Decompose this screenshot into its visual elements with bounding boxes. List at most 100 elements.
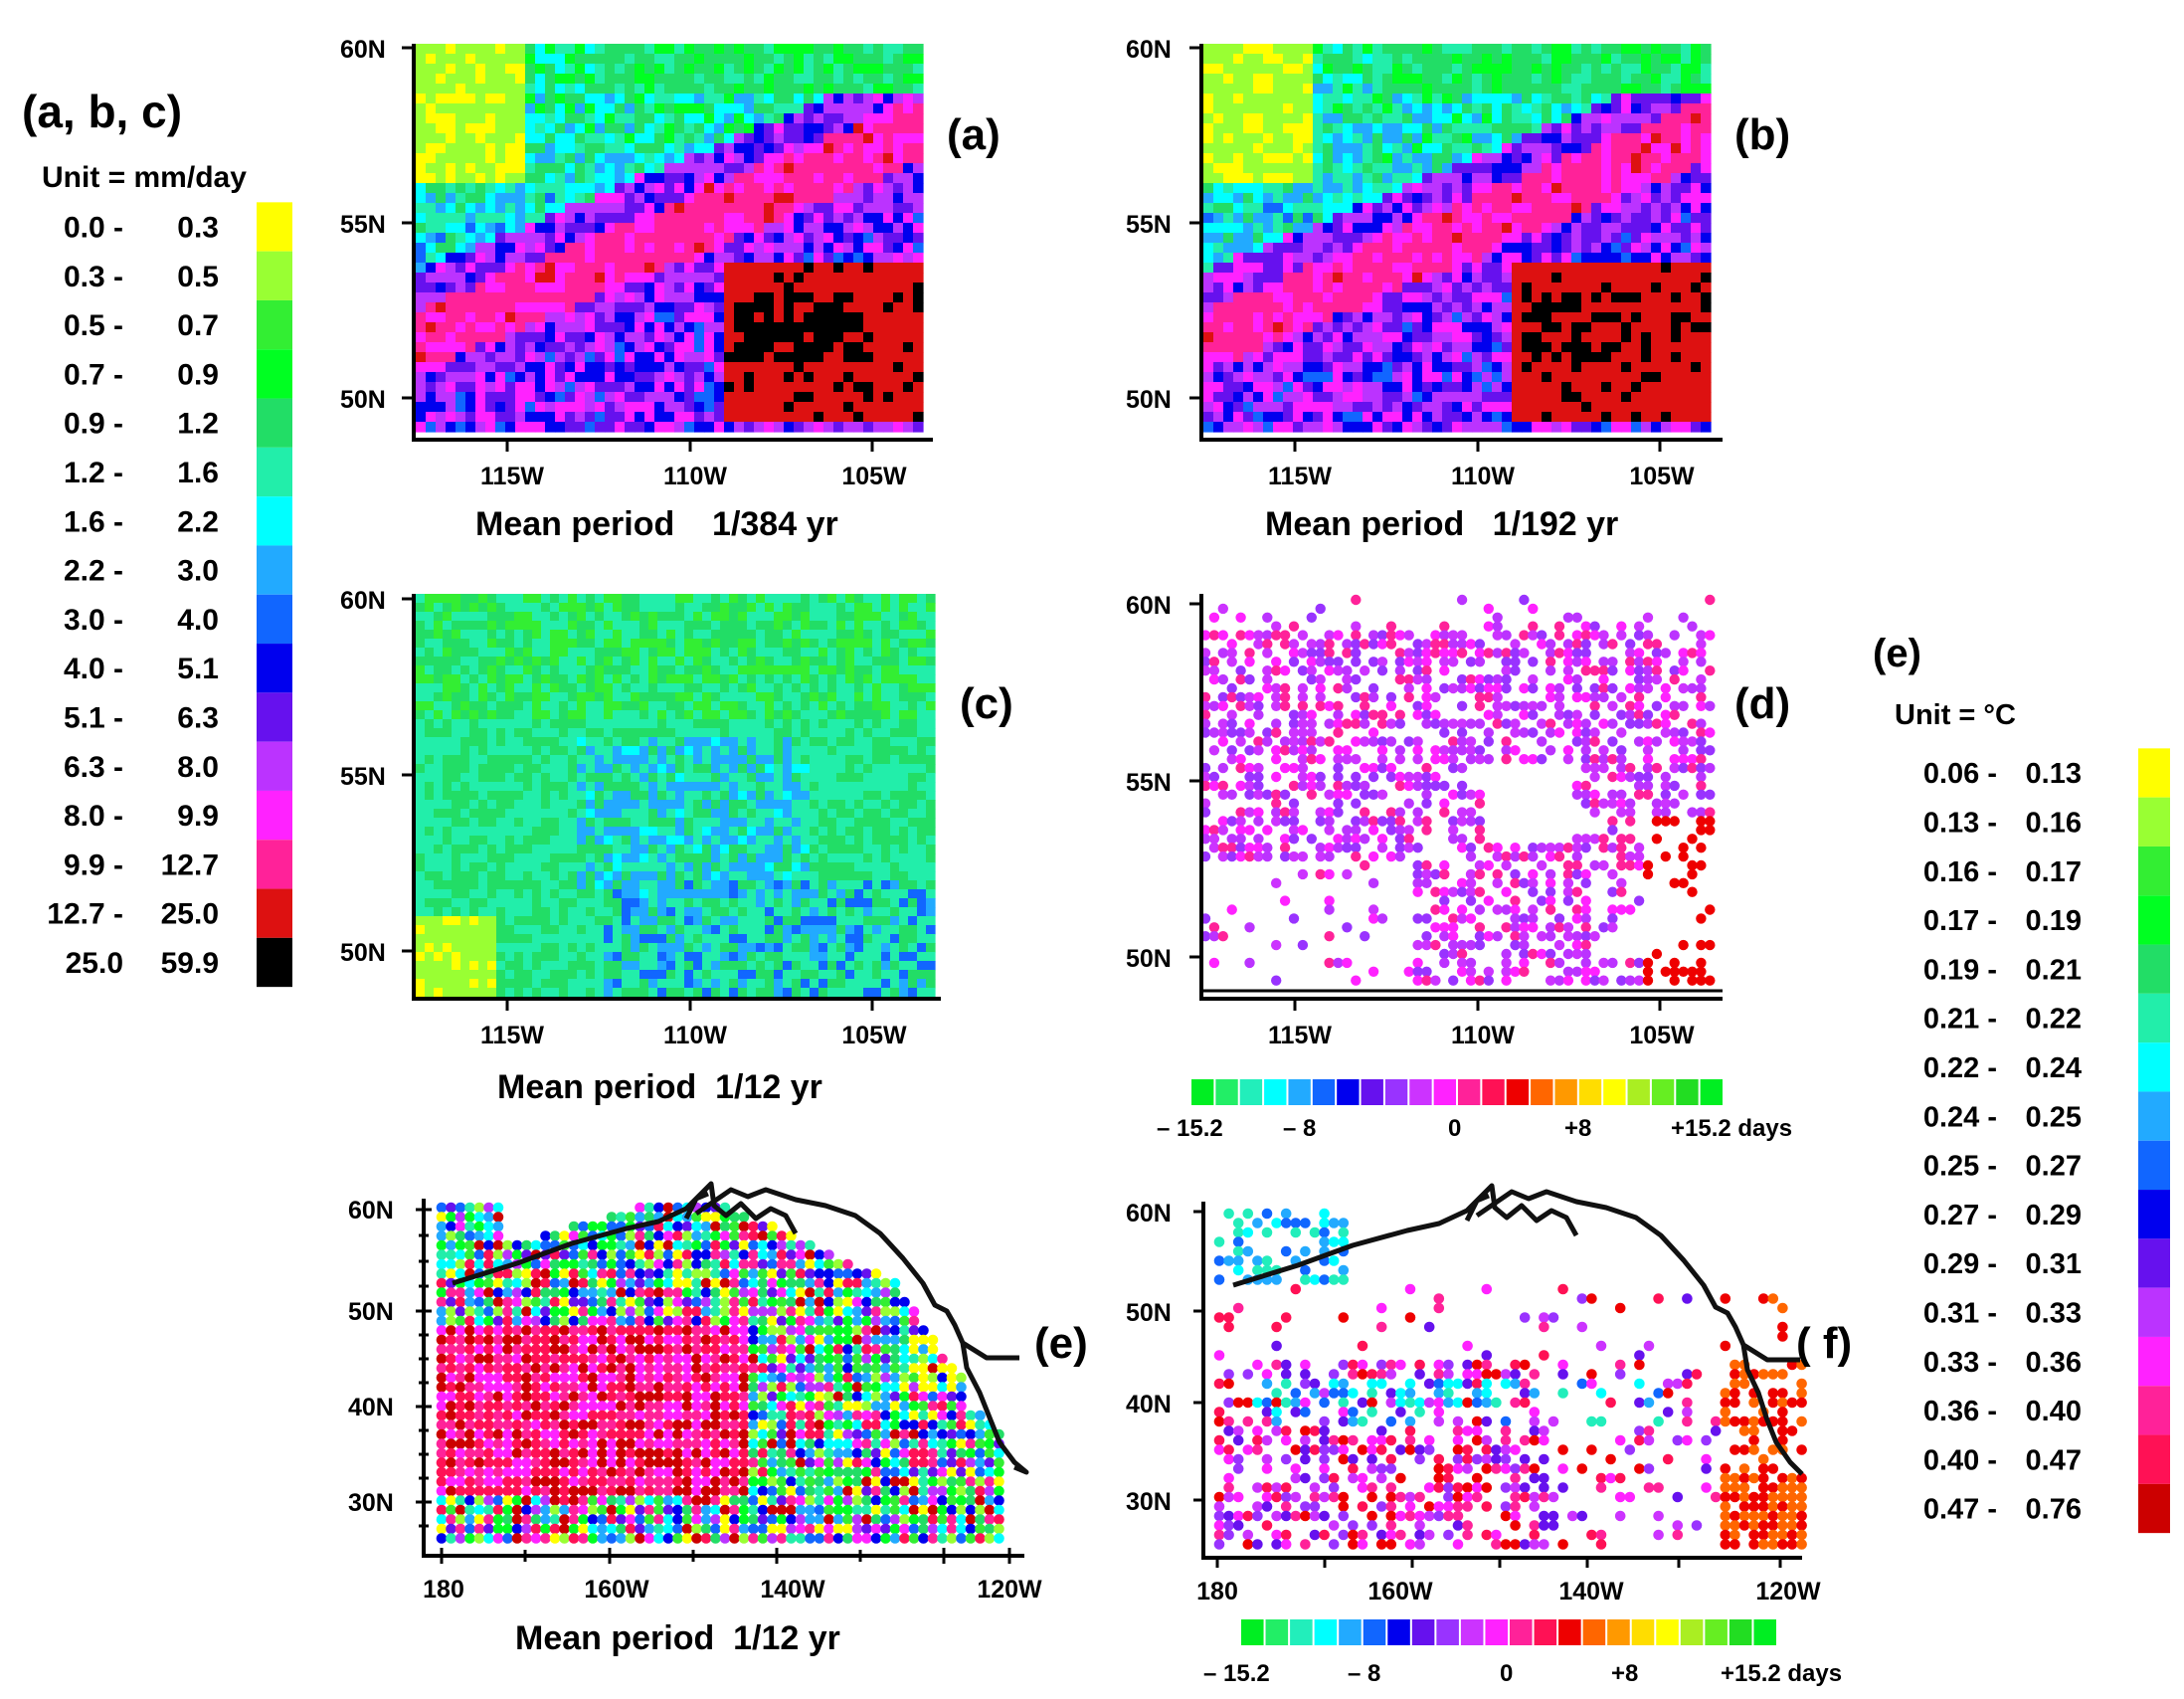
map-cell [1402, 223, 1413, 234]
map-cell [436, 213, 447, 224]
map-cell [639, 603, 649, 613]
map-cell [1223, 273, 1234, 283]
map-cell [515, 352, 526, 363]
map-cell [1561, 133, 1572, 144]
map-cell [1333, 133, 1344, 144]
map-cell [899, 594, 909, 604]
map-cell [1561, 213, 1572, 224]
map-cell [1283, 392, 1294, 403]
map-cell [1343, 243, 1354, 254]
map-cell [684, 382, 695, 393]
map-cell [575, 392, 586, 403]
map-cell [478, 728, 488, 738]
map-cell [1542, 233, 1552, 244]
map-cell [1551, 74, 1562, 85]
map-cell [535, 263, 546, 274]
map-cell [1412, 153, 1423, 164]
map-cell [1333, 213, 1344, 224]
map-cell [644, 253, 655, 264]
map-cell [478, 630, 488, 640]
map-cell [1472, 332, 1483, 343]
map-cell [1422, 183, 1433, 194]
map-cell [1502, 362, 1513, 373]
map-cell [455, 133, 466, 144]
map-cell [674, 64, 685, 75]
map-cell [720, 603, 730, 613]
map-cell [495, 173, 506, 184]
map-cell [833, 113, 844, 124]
map-cell [1442, 123, 1453, 134]
map-cell [1591, 173, 1602, 184]
map-cell [801, 612, 811, 622]
map-cell [1492, 362, 1503, 373]
map-cell [674, 133, 685, 144]
map-cell [585, 54, 596, 65]
map-cell [744, 54, 755, 65]
map-cell [1343, 173, 1354, 184]
map-cell [1392, 84, 1403, 94]
map-cell [1233, 74, 1244, 85]
map-cell [1353, 183, 1364, 194]
map-cell [1203, 263, 1214, 274]
map-cell [1422, 44, 1433, 55]
map-cell [1641, 352, 1652, 363]
map-cell [1233, 153, 1244, 164]
map-cell [1273, 163, 1284, 174]
map-cell [416, 422, 427, 433]
map-cell [568, 657, 578, 666]
map-cell [664, 382, 675, 393]
map-cell [514, 719, 524, 729]
map-cell [1482, 322, 1493, 333]
map-cell [505, 594, 515, 604]
map-cell [455, 253, 466, 264]
map-cell [784, 213, 795, 224]
map-cell [674, 412, 685, 423]
map-cell [1313, 292, 1324, 303]
map-cell [1512, 273, 1523, 283]
map-cell [1323, 412, 1334, 423]
map-cell [1412, 213, 1423, 224]
map-cell [635, 133, 645, 144]
map-cell [765, 657, 775, 666]
map-cell [694, 153, 705, 164]
map-cell [1402, 273, 1413, 283]
map-cell [1432, 253, 1443, 264]
map-cell [565, 392, 576, 403]
map-cell [843, 153, 854, 164]
map-cell [613, 719, 623, 729]
map-cell [1372, 133, 1383, 144]
map-cell [1442, 283, 1453, 293]
map-cell [1273, 243, 1284, 254]
map-cell [604, 665, 614, 675]
map-cell [460, 710, 470, 720]
map-cell [1402, 412, 1413, 423]
map-cell [1561, 153, 1572, 164]
map-cell [814, 342, 824, 353]
map-cell [595, 701, 605, 711]
map-cell [843, 84, 854, 94]
map-cell [774, 54, 785, 65]
map-cell [1402, 332, 1413, 343]
map-cell [890, 701, 900, 711]
map-cell [714, 44, 725, 55]
map-cell [903, 352, 914, 363]
map-cell [1691, 312, 1702, 323]
map-cell [1372, 412, 1383, 423]
map-cell [801, 683, 811, 693]
map-cell [545, 203, 556, 214]
map-cell [893, 342, 904, 353]
map-cell [734, 213, 745, 224]
map-cell [559, 719, 569, 729]
map-cell [1303, 292, 1314, 303]
map-cell [1253, 173, 1264, 184]
map-cell [523, 657, 533, 666]
map-cell [648, 692, 658, 702]
map-cell [514, 657, 524, 666]
map-cell [446, 342, 456, 353]
map-cell [903, 312, 914, 323]
map-cell [622, 603, 632, 613]
map-cell [1303, 382, 1314, 393]
map-cell [1532, 253, 1543, 264]
map-cell [1253, 143, 1264, 154]
map-cell [764, 193, 775, 204]
